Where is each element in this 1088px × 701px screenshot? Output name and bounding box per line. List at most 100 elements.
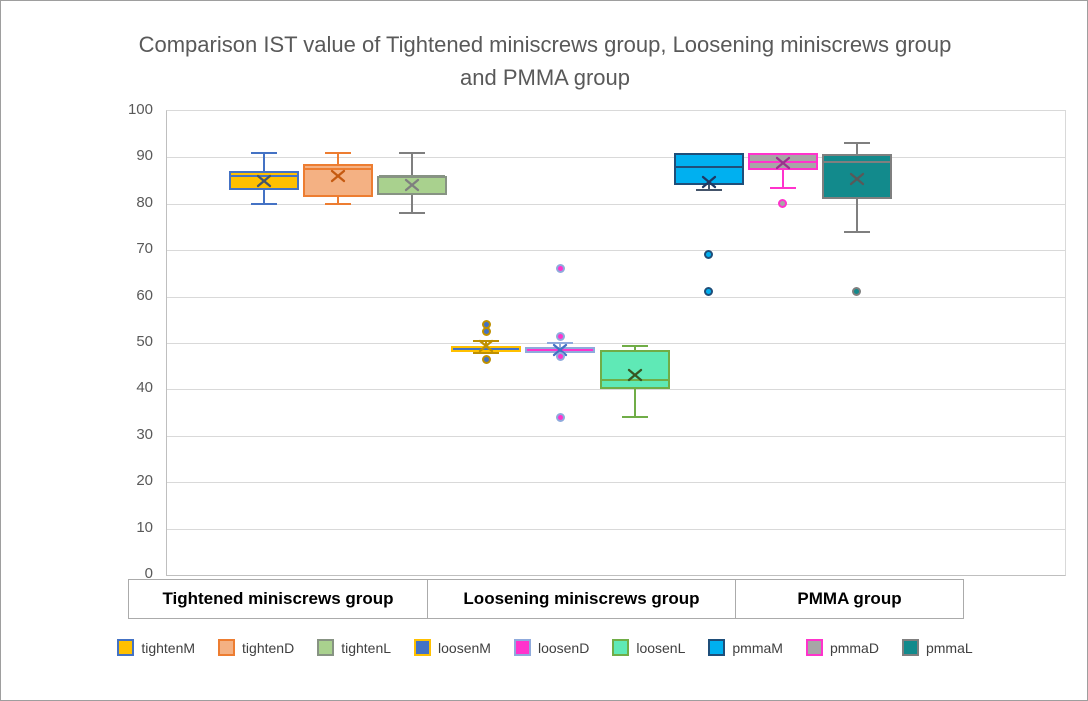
whisker-cap-tightenM <box>251 202 277 205</box>
legend-label-pmmaM: pmmaM <box>732 639 783 656</box>
legend-item-pmmaD: pmmaD <box>805 639 879 656</box>
legend-label-tightenD: tightenD <box>242 639 295 656</box>
whisker-cap-tightenD <box>325 151 352 154</box>
y-tick-label: 80 <box>136 193 153 211</box>
median-pmmaL <box>823 161 890 164</box>
legend-swatch-pmmaM <box>708 639 726 656</box>
outlier-loosenD <box>555 331 565 341</box>
y-tick-label: 50 <box>136 333 153 350</box>
legend-swatch-tightenM <box>117 639 135 656</box>
box-pmmaM <box>673 152 744 186</box>
whisker-cap-pmmaD <box>769 186 796 189</box>
y-tick-label: 70 <box>136 240 153 258</box>
whisker-cap-tightenD <box>325 202 352 205</box>
whisker-line-tightenD <box>337 152 340 165</box>
legend-item-loosenD: loosenD <box>513 639 590 656</box>
plot-area <box>166 110 1066 576</box>
y-tick-label: 30 <box>136 425 153 443</box>
legend-label-loosenM: loosenM <box>438 639 491 656</box>
gridline <box>167 157 1065 159</box>
gridline <box>167 435 1065 437</box>
outlier-loosenD <box>555 264 565 274</box>
legend-item-loosenM: loosenM <box>414 639 491 656</box>
legend-swatch-tightenD <box>218 639 236 656</box>
median-tightenM <box>231 174 297 177</box>
y-tick-label: 20 <box>136 472 153 490</box>
outlier-pmmaM <box>704 287 714 297</box>
y-tick-label: 60 <box>136 286 153 304</box>
y-tick-label: 10 <box>136 518 153 536</box>
gridline <box>167 296 1065 298</box>
outlier-loosenM <box>481 326 491 336</box>
whisker-cap-tightenL <box>399 212 426 215</box>
gridline <box>167 482 1065 484</box>
legend-item-pmmaM: pmmaM <box>708 639 783 656</box>
whisker-cap-tightenM <box>251 151 277 154</box>
whisker-line-loosenD <box>559 343 562 348</box>
mean-marker-pmmaM <box>701 175 717 189</box>
whisker-line-tightenD <box>337 196 340 204</box>
whisker-cap-pmmaL <box>843 142 870 145</box>
outlier-loosenD <box>555 412 565 422</box>
whisker-line-loosenL <box>633 346 636 350</box>
legend-item-tightenL: tightenL <box>317 639 391 656</box>
whisker-line-loosenL <box>633 389 636 418</box>
whisker-cap-loosenD <box>547 342 574 344</box>
whisker-cap-loosenL <box>621 416 648 419</box>
whisker-cap-loosenM <box>473 340 500 343</box>
legend-item-loosenL: loosenL <box>612 639 685 656</box>
whisker-line-tightenM <box>263 189 265 204</box>
whisker-cap-pmmaL <box>843 230 870 233</box>
legend-item-tightenD: tightenD <box>218 639 294 656</box>
y-tick-label: 40 <box>136 379 153 397</box>
legend-swatch-pmmaD <box>805 639 823 656</box>
mean-marker-tightenD <box>330 169 346 183</box>
legend-label-tightenM: tightenM <box>141 639 196 656</box>
whisker-cap-loosenM <box>473 352 500 355</box>
group-label-row: Tightened miniscrews group Loosening mini… <box>128 579 964 619</box>
legend-label-loosenD: loosenD <box>537 639 590 656</box>
legend-label-pmmaD: pmmaD <box>829 639 879 656</box>
outlier-loosenD <box>555 352 565 362</box>
mean-marker-loosenL <box>627 368 643 382</box>
whisker-cap-tightenL <box>399 151 426 154</box>
box-loosenL <box>599 349 670 390</box>
group-label-2: Loosening miniscrews group <box>427 580 735 618</box>
whisker-line-pmmaD <box>781 169 784 188</box>
mean-marker-tightenL <box>404 178 420 192</box>
mean-marker-pmmaL <box>849 172 865 186</box>
gridline <box>167 528 1065 530</box>
whisker-line-tightenL <box>411 152 414 176</box>
whisker-line-pmmaL <box>855 199 858 232</box>
legend-label-loosenL: loosenL <box>636 639 686 656</box>
whisker-line-pmmaL <box>855 143 858 155</box>
legend-label-tightenL: tightenL <box>341 639 392 656</box>
y-tick-label: 90 <box>136 147 153 165</box>
mean-marker-pmmaD <box>775 156 791 170</box>
gridline <box>167 203 1065 205</box>
y-axis: 0 10 20 30 40 50 60 70 80 90 100 <box>91 101 153 582</box>
whisker-line-tightenL <box>411 194 414 214</box>
mean-marker-loosenM <box>478 339 494 353</box>
whisker-line-pmmaM <box>707 185 710 190</box>
gridline <box>167 389 1065 391</box>
median-tightenD <box>305 168 372 170</box>
median-loosenL <box>601 379 668 382</box>
whisker-cap-loosenL <box>621 345 648 348</box>
legend-swatch-loosenD <box>513 639 531 656</box>
legend-label-pmmaL: pmmaL <box>925 639 973 656</box>
whisker-cap-pmmaM <box>695 188 722 191</box>
y-tick-label: 100 <box>127 101 153 118</box>
legend: tightenM tightenD tightenL loosenM loosenD lo… <box>1 639 1087 656</box>
legend-swatch-loosenL <box>612 639 630 656</box>
outlier-loosenM <box>481 354 491 364</box>
group-label-3: PMMA group <box>735 580 963 618</box>
legend-item-tightenM: tightenM <box>117 639 195 656</box>
gridline <box>167 250 1065 252</box>
whisker-line-tightenM <box>263 152 265 172</box>
legend-swatch-tightenL <box>317 639 335 656</box>
whisker-line-loosenM <box>485 341 488 347</box>
outlier-pmmaD <box>778 199 788 209</box>
mean-marker-tightenM <box>256 174 272 188</box>
